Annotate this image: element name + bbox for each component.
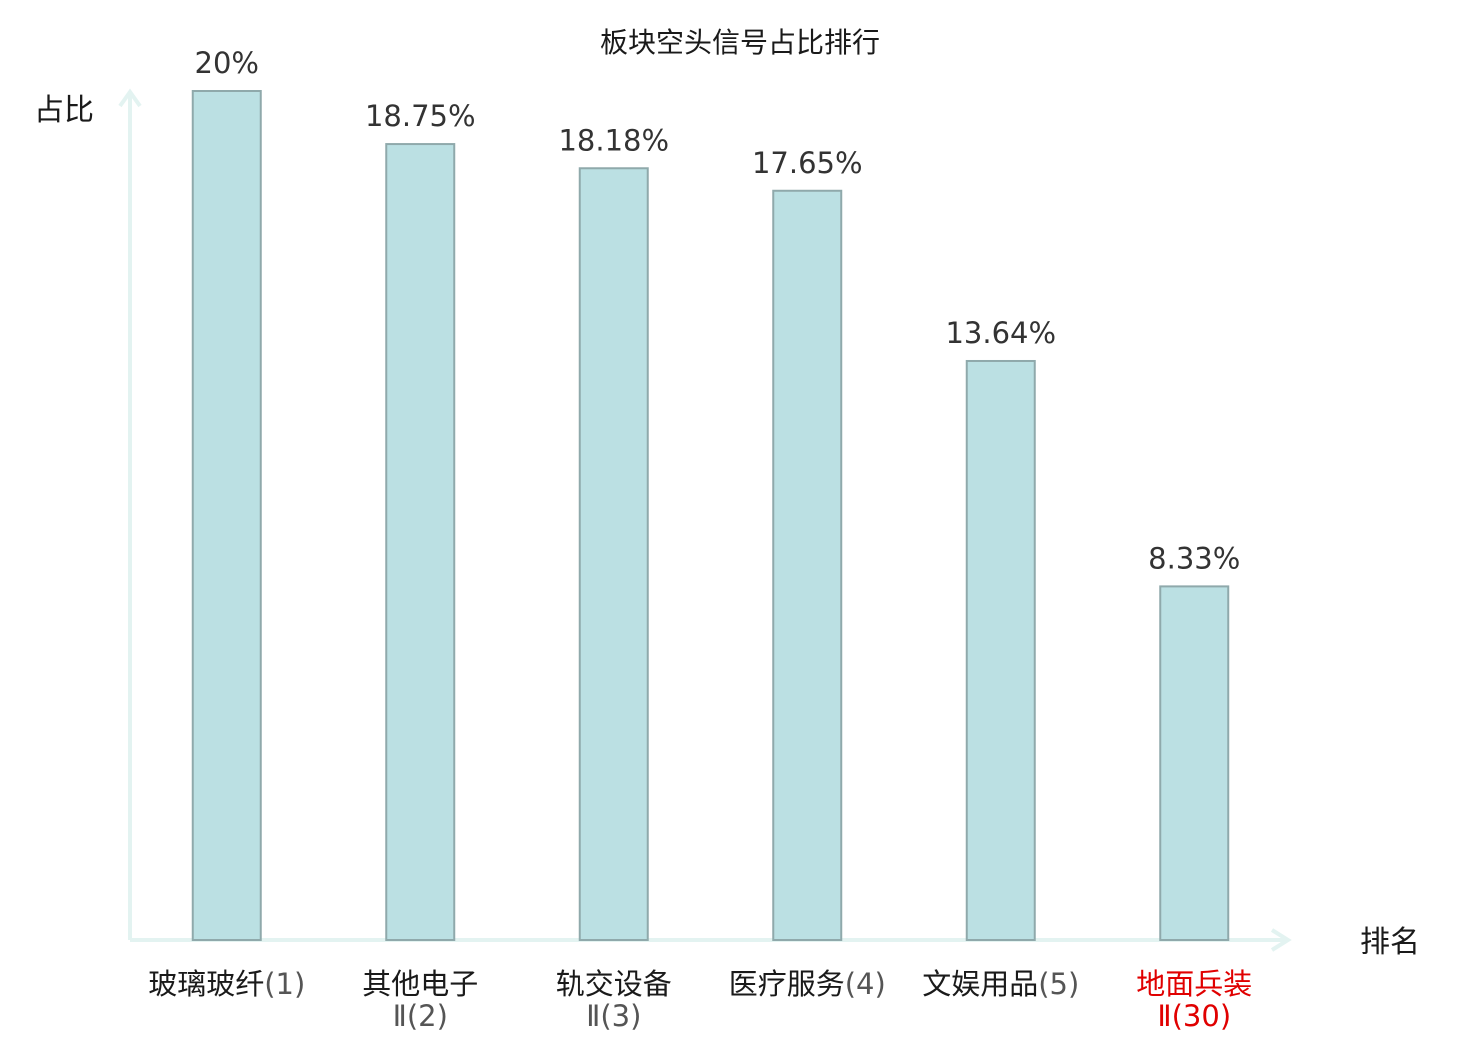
value-label: 13.64% bbox=[945, 316, 1056, 350]
category-rank-line: Ⅱ(3) bbox=[586, 999, 641, 1033]
category-rank: (5) bbox=[1038, 967, 1079, 1001]
bar bbox=[1159, 585, 1230, 941]
bar bbox=[772, 189, 843, 941]
category-name: 玻璃玻纤 bbox=[148, 967, 264, 1001]
value-label: 20% bbox=[195, 46, 259, 80]
category-name: 医疗服务 bbox=[729, 967, 845, 1001]
value-label: 18.75% bbox=[365, 99, 476, 133]
category-rank: (4) bbox=[845, 967, 886, 1001]
chart-title: 板块空头信号占比排行 bbox=[600, 26, 880, 59]
x-axis-label: 排名 bbox=[1360, 925, 1420, 960]
category-label: 文娱用品(5) bbox=[922, 967, 1079, 1001]
value-label: 8.33% bbox=[1148, 541, 1240, 575]
x-axis-arrow bbox=[1270, 928, 1292, 952]
category-name: 文娱用品 bbox=[922, 967, 1038, 1001]
category-label: 医疗服务(4) bbox=[729, 967, 886, 1001]
category-rank-line: Ⅱ(30) bbox=[1157, 999, 1231, 1033]
category-label: 地面兵装 bbox=[1136, 967, 1252, 1001]
bar bbox=[965, 359, 1036, 941]
value-label: 18.18% bbox=[558, 123, 669, 157]
category-label: 玻璃玻纤(1) bbox=[148, 967, 305, 1001]
bar bbox=[578, 167, 649, 942]
category-label: 轨交设备 bbox=[556, 967, 672, 1001]
category-rank-line: Ⅱ(2) bbox=[393, 999, 448, 1033]
bar bbox=[385, 143, 456, 941]
value-labels-group: 20% 18.75% 18.18% 17.65% 13.64% 8.33% bbox=[195, 46, 1241, 575]
y-axis-label: 占比 bbox=[34, 93, 94, 128]
category-name: 轨交设备 bbox=[556, 967, 672, 1001]
axes bbox=[118, 88, 1292, 952]
bar bbox=[191, 90, 262, 941]
value-label: 17.65% bbox=[752, 146, 863, 180]
category-rank: (1) bbox=[264, 967, 305, 1001]
y-axis-arrow bbox=[118, 88, 142, 108]
category-label: 其他电子 bbox=[362, 967, 478, 1001]
category-name: 地面兵装 bbox=[1136, 967, 1252, 1001]
bars-group bbox=[191, 90, 1230, 942]
category-name: 其他电子 bbox=[362, 967, 478, 1001]
